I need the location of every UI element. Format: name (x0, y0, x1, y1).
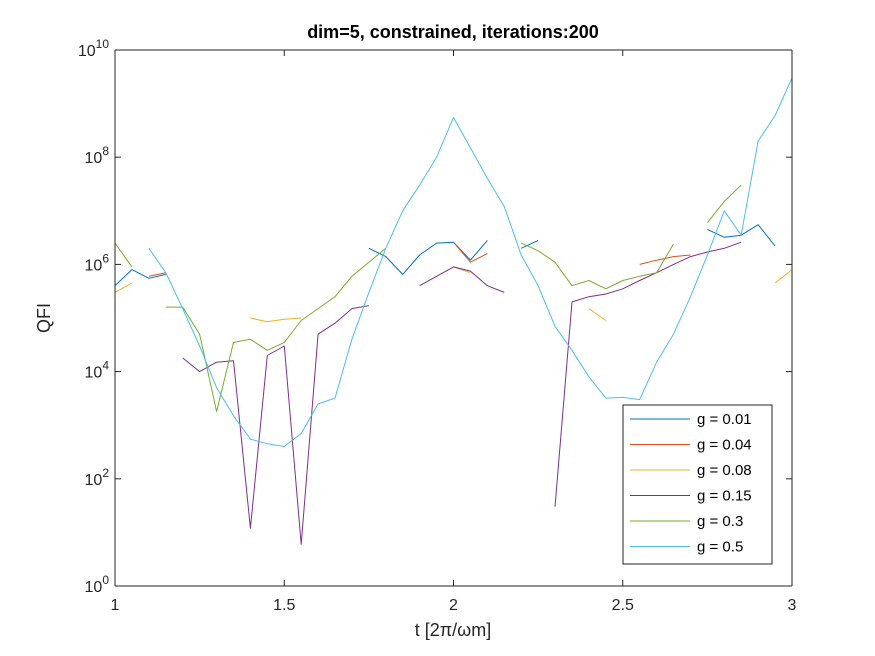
legend-box (622, 404, 773, 565)
legend-label-5: g = 0.5 (697, 539, 743, 556)
series-3-segment-2 (554, 241, 742, 507)
series-1-segment-0 (148, 272, 166, 277)
series-3-segment-1 (419, 266, 505, 293)
y-tick-label: 100 (85, 573, 110, 596)
legend-label-0: g = 0.01 (697, 411, 752, 428)
y-tick-label: 104 (85, 359, 110, 382)
legend-items: g = 0.01 g = 0.04 g = 0.08 g = 0.15 g = 0.3 g… (630, 411, 752, 556)
series-1-segment-1 (453, 241, 488, 263)
series-4-segment-2 (520, 242, 674, 290)
series-2-segment-0 (114, 282, 133, 293)
y-tick-label: 1010 (78, 37, 109, 60)
series-2 (114, 266, 793, 323)
x-tick-label: 1 (111, 597, 120, 614)
series-4-segment-3 (707, 184, 742, 224)
series-2-segment-4 (774, 269, 793, 284)
legend-label-2: g = 0.08 (697, 462, 752, 479)
x-tick-label: 2.5 (612, 597, 634, 614)
series-0-segment-1 (368, 240, 488, 275)
legend-label-4: g = 0.3 (697, 513, 743, 530)
legend: g = 0.01 g = 0.04 g = 0.08 g = 0.15 g = 0.3 g… (622, 404, 773, 565)
legend-label-1: g = 0.04 (697, 437, 752, 454)
x-tick-label: 1.5 (273, 597, 295, 614)
legend-label-3: g = 0.15 (697, 488, 752, 505)
x-tick-label: 2 (449, 597, 458, 614)
chart-title: dim=5, constrained, iterations:200 (307, 22, 599, 42)
series-lines (114, 77, 793, 545)
series-4-segment-0 (114, 242, 133, 268)
y-tick-label: 108 (85, 144, 110, 167)
series-0-segment-2 (520, 239, 539, 249)
series-2-segment-1 (250, 317, 302, 323)
series-5-segment-0 (148, 77, 793, 447)
y-tick-label: 102 (85, 466, 110, 489)
series-4-segment-1 (165, 247, 387, 412)
series-4 (114, 184, 742, 412)
y-tick-label: 106 (85, 251, 110, 274)
x-axis-label: t [2π/ωm] (415, 620, 491, 640)
series-2-segment-3 (588, 308, 607, 321)
x-tick-label: 3 (788, 597, 797, 614)
x-ticks: 1 1.5 2 2.5 3 (111, 50, 797, 614)
series-3 (182, 241, 742, 545)
y-ticks: 100 102 104 106 108 1010 (78, 37, 792, 596)
y-axis-label: QFI (34, 303, 54, 333)
series-3-segment-0 (182, 305, 369, 545)
series-5 (148, 77, 793, 447)
series-0-segment-0 (114, 269, 166, 287)
